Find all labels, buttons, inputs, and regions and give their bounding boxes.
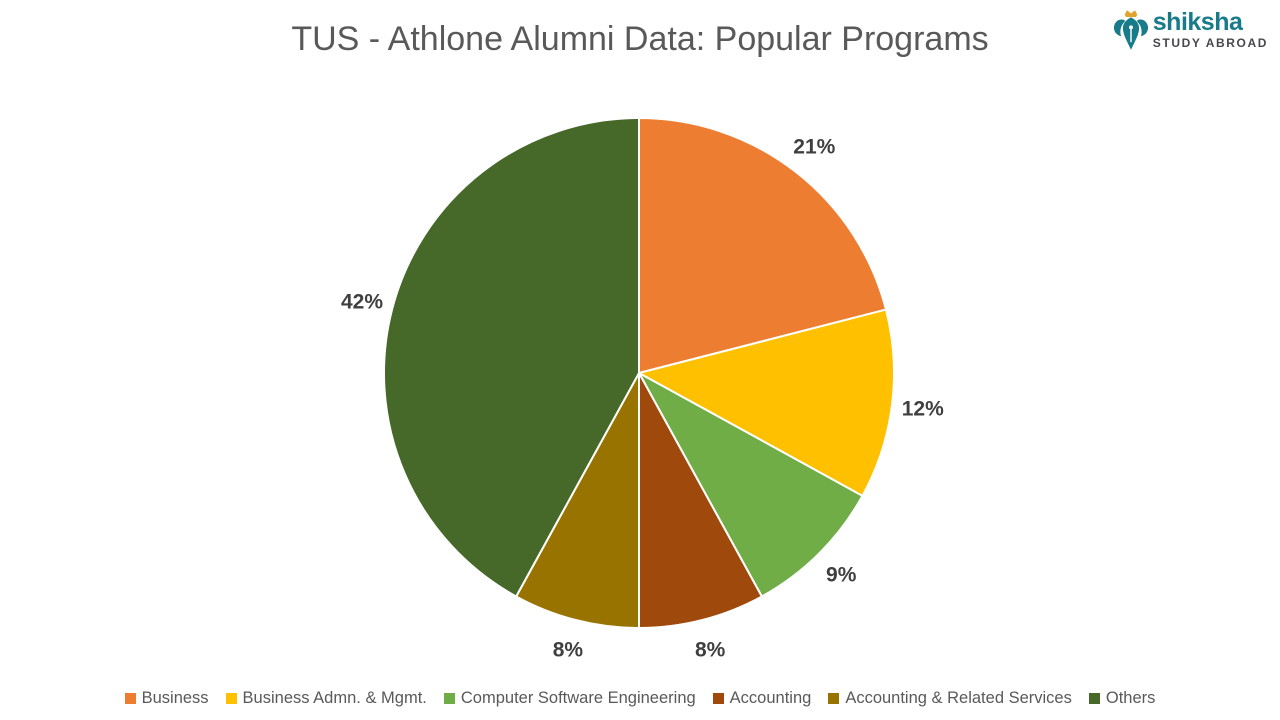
data-label-business-admn-mgmt: 12% [902, 397, 944, 420]
pie-slice-business [638, 117, 887, 374]
data-label-others: 42% [341, 290, 383, 313]
logo-brand-text: shiksha [1152, 8, 1243, 36]
legend-swatch-accounting-related-services [828, 693, 840, 704]
legend-item-business: Business [124, 689, 209, 708]
data-label-business: 21% [793, 136, 835, 159]
data-label-accounting-related-services: 8% [553, 639, 584, 662]
pie-slice-others [383, 117, 640, 598]
legend-label-others: Others [1105, 689, 1156, 707]
legend-label-computer-software-engineering: Computer Software Engineering [460, 689, 696, 707]
legend-label-business-admn-mgmt: Business Admn. & Mgmt. [242, 689, 427, 707]
logo-text: shiksha STUDY ABROAD [1152, 8, 1268, 50]
legend-swatch-accounting [712, 693, 724, 704]
pie-slice-computer-software-engineering [638, 372, 864, 598]
pie-slice-accounting-related-services [515, 372, 640, 629]
legend-item-others: Others [1088, 689, 1156, 708]
legend-item-accounting: Accounting [712, 689, 812, 708]
legend-item-business-admn-mgmt: Business Admn. & Mgmt. [225, 689, 427, 708]
legend-label-business: Business [141, 689, 209, 707]
data-label-accounting: 8% [695, 639, 726, 662]
legend-swatch-others [1088, 693, 1100, 704]
logo-tagline-text: STUDY ABROAD [1152, 36, 1268, 50]
legend-swatch-business [124, 693, 136, 704]
pie-slice-accounting [638, 372, 763, 629]
legend-item-accounting-related-services: Accounting & Related Services [828, 689, 1072, 708]
legend-swatch-business-admn-mgmt [225, 693, 237, 704]
legend-label-accounting: Accounting [729, 689, 812, 707]
pen-nib-wings-icon [1113, 10, 1148, 50]
data-label-computer-software-engineering: 9% [826, 564, 857, 587]
legend-swatch-computer-software-engineering [443, 693, 455, 704]
chart-legend: Business Business Admn. & Mgmt. Computer S… [0, 689, 1280, 708]
legend-label-accounting-related-services: Accounting & Related Services [845, 689, 1072, 707]
chart-title: TUS - Athlone Alumni Data: Popular Progr… [291, 20, 989, 58]
shiksha-logo: shiksha STUDY ABROAD [1113, 9, 1268, 51]
legend-item-computer-software-engineering: Computer Software Engineering [443, 689, 696, 708]
pie-slice-business-admn-mgmt [638, 308, 895, 497]
